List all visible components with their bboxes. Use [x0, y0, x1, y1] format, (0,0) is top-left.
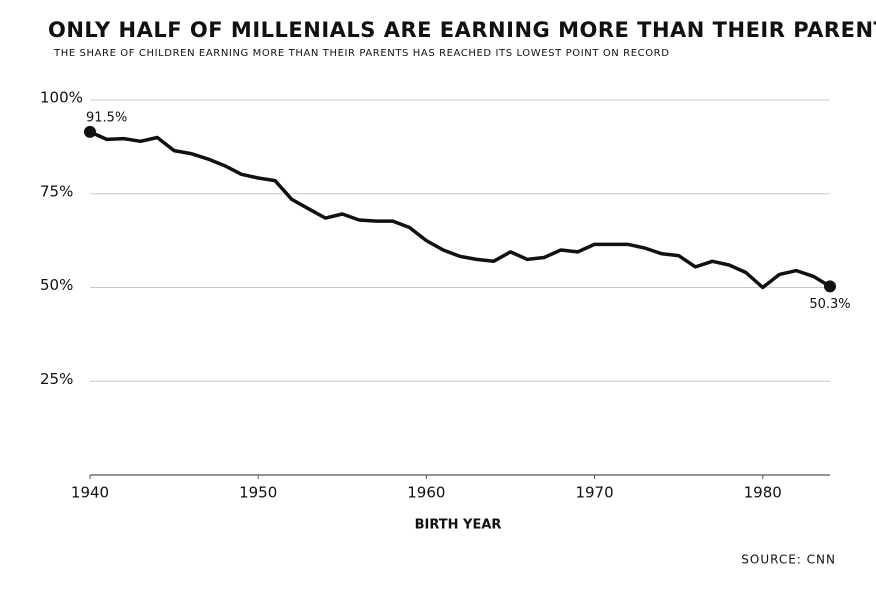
end-point — [84, 125, 96, 138]
x-tick-label: 1940 — [71, 484, 109, 502]
chart-title: ONLY HALF OF MILLENIALS ARE EARNING MORE… — [48, 18, 876, 42]
data-line — [88, 130, 832, 290]
value-label: 91.5% — [86, 110, 127, 125]
y-tick-label: 50% — [40, 276, 73, 294]
x-tick-label: 1950 — [239, 484, 277, 502]
x-tick-label: 1970 — [575, 484, 613, 502]
y-tick-label: 25% — [40, 370, 73, 388]
x-axis-title: BIRTH YEAR — [415, 518, 502, 533]
y-tick-label: 100% — [40, 89, 83, 107]
chart-subtitle: THE SHARE OF CHILDREN EARNING MORE THAN … — [53, 48, 670, 59]
source: SOURCE: CNN — [741, 553, 836, 567]
x-tick-label: 1980 — [744, 484, 782, 502]
x-tick-label: 1960 — [407, 484, 445, 502]
value-label: 50.3% — [809, 297, 850, 312]
end-point — [824, 280, 836, 293]
y-tick-label: 75% — [40, 182, 73, 200]
